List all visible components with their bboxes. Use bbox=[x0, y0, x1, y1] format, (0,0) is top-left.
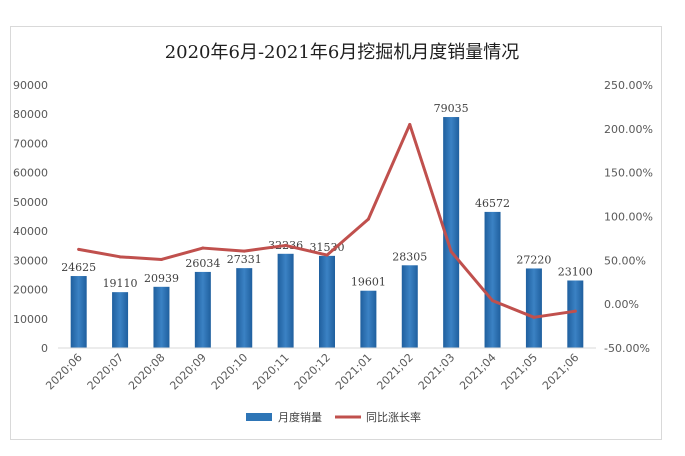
legend-bar-label: 月度销量 bbox=[278, 410, 322, 424]
bar-2020;12 bbox=[319, 255, 335, 348]
growth-rate-point-2020;09 bbox=[201, 246, 205, 250]
x-tick-label: 2020;11 bbox=[250, 351, 292, 393]
left-tick-label: 10000 bbox=[13, 313, 48, 326]
line-series bbox=[77, 122, 577, 319]
bar-2020;07 bbox=[112, 292, 129, 348]
bar-data-label: 23100 bbox=[558, 265, 593, 278]
right-tick-label: 200.00% bbox=[604, 123, 653, 136]
bar-data-label: 19110 bbox=[103, 277, 138, 290]
growth-rate-point-2020;11 bbox=[284, 243, 288, 247]
bar-2020;08 bbox=[153, 286, 170, 348]
right-tick-label: -50.00% bbox=[604, 342, 650, 355]
bar-2020;11 bbox=[277, 253, 294, 348]
growth-rate-point-2020;10 bbox=[242, 249, 246, 253]
x-tick-label: 2021;06 bbox=[540, 351, 582, 393]
bar-data-labels: 2462519110209392603427331322363153019601… bbox=[61, 102, 593, 290]
growth-rate-point-2020;07 bbox=[118, 255, 122, 259]
right-tick-label: 100.00% bbox=[604, 211, 653, 224]
x-tick-label: 2021;03 bbox=[416, 351, 458, 393]
left-tick-label: 30000 bbox=[13, 254, 48, 267]
right-tick-label: 0.00% bbox=[604, 298, 639, 311]
bar-data-label: 27331 bbox=[227, 253, 262, 266]
bar-2021;03 bbox=[443, 117, 460, 348]
bar-data-label: 27220 bbox=[516, 253, 551, 266]
bar-data-label: 24625 bbox=[61, 261, 96, 274]
x-tick-label: 2020;10 bbox=[209, 351, 251, 393]
bar-data-label: 26034 bbox=[185, 257, 220, 270]
right-tick-label: 250.00% bbox=[604, 79, 653, 92]
x-tick-label: 2020;12 bbox=[292, 351, 334, 393]
bar-2021;05 bbox=[525, 268, 542, 348]
x-tick-label: 2020;08 bbox=[126, 351, 168, 393]
x-axis: 2020;06 2020;07 2020;08 2020;09 2020;10 2020;… bbox=[43, 347, 596, 393]
bar-2020;06 bbox=[70, 276, 87, 348]
bar-series bbox=[70, 117, 584, 348]
x-tick-label: 2021;05 bbox=[499, 351, 541, 393]
x-tick-label: 2021;01 bbox=[333, 351, 375, 393]
x-tick-label: 2020;06 bbox=[43, 351, 85, 393]
chart-frame bbox=[10, 26, 662, 440]
bar-2021;06 bbox=[567, 280, 584, 348]
growth-rate-point-2020;12 bbox=[325, 253, 329, 257]
x-tick-label: 2021;02 bbox=[374, 351, 416, 393]
bar-data-label: 31530 bbox=[310, 241, 345, 254]
growth-rate-point-2020;08 bbox=[159, 257, 163, 261]
left-tick-label: 80000 bbox=[13, 108, 48, 121]
growth-rate-point-2020;06 bbox=[77, 247, 81, 251]
right-axis: -50.00% 0.00% 50.00% 100.00% 150.00% 200.00% 2… bbox=[604, 79, 653, 355]
bar-data-label: 20939 bbox=[144, 272, 179, 285]
growth-rate-point-2021;06 bbox=[573, 309, 577, 313]
left-tick-label: 0 bbox=[41, 342, 48, 355]
left-tick-label: 90000 bbox=[13, 79, 48, 92]
legend: 月度销量 同比涨长率 bbox=[246, 410, 421, 424]
bar-data-label: 79035 bbox=[434, 102, 469, 115]
bar-data-label: 46572 bbox=[475, 197, 510, 210]
left-tick-label: 50000 bbox=[13, 196, 48, 209]
growth-rate-point-2021;02 bbox=[408, 122, 412, 126]
x-tick-label: 2020;09 bbox=[167, 351, 209, 393]
bar-2021;02 bbox=[401, 265, 418, 348]
bar-data-label: 19601 bbox=[351, 276, 386, 289]
legend-bar-swatch bbox=[246, 413, 272, 421]
growth-rate-point-2021;03 bbox=[449, 250, 453, 254]
x-tick-label: 2021;04 bbox=[457, 351, 499, 393]
left-tick-label: 60000 bbox=[13, 167, 48, 180]
growth-rate-point-2021;04 bbox=[491, 299, 495, 303]
left-tick-label: 20000 bbox=[13, 284, 48, 297]
left-axis: 0 10000 20000 30000 40000 50000 60000 70000 8000… bbox=[13, 79, 48, 355]
left-tick-label: 70000 bbox=[13, 137, 48, 150]
bar-data-label: 28305 bbox=[392, 250, 427, 263]
bar-2021;01 bbox=[360, 290, 377, 348]
growth-rate-point-2021;01 bbox=[366, 217, 370, 221]
x-tick-label: 2020;07 bbox=[85, 351, 127, 393]
left-tick-label: 40000 bbox=[13, 225, 48, 238]
growth-rate-point-2021;05 bbox=[532, 315, 536, 319]
legend-line-label: 同比涨长率 bbox=[366, 410, 421, 424]
bar-2021;04 bbox=[484, 211, 501, 348]
right-tick-label: 50.00% bbox=[604, 254, 646, 267]
chart-title: 2020年6月-2021年6月挖掘机月度销量情况 bbox=[165, 42, 520, 63]
right-tick-label: 150.00% bbox=[604, 167, 653, 180]
bar-2020;09 bbox=[194, 271, 211, 348]
bar-2020;10 bbox=[236, 268, 253, 348]
